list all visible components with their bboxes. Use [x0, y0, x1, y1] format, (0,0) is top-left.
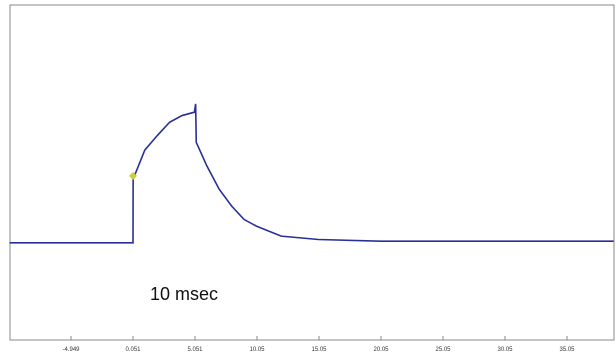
x-tick-label: 25.05 [435, 347, 451, 353]
marker [129, 171, 138, 180]
x-tick-label: -4.949 [63, 347, 81, 353]
x-tick-label: 15.05 [311, 347, 327, 353]
x-tick-label: 0.051 [126, 347, 142, 353]
x-tick-label: 5.051 [188, 347, 204, 353]
x-tick-label: 30.05 [497, 347, 513, 353]
x-tick-label: 35.05 [559, 347, 575, 353]
x-tick-label: 20.05 [373, 347, 389, 353]
plot-frame [9, 4, 615, 341]
x-tick-label: 10.05 [249, 347, 265, 353]
annotation: 10 msec [150, 284, 218, 304]
